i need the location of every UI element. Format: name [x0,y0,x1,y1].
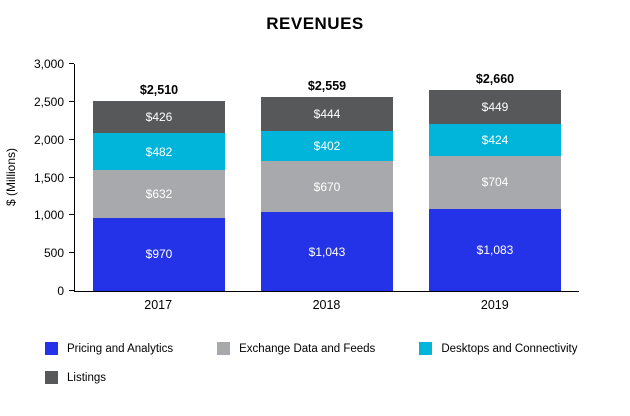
segment-value-label: $704 [481,175,509,190]
y-tick-mark [69,63,74,64]
bar-segment: $1,083 [429,209,561,291]
segment-value-label: $1,083 [476,243,514,258]
y-tick-label: 500 [43,246,64,261]
legend-item: Pricing and Analytics [45,342,173,355]
legend-swatch [45,371,58,384]
bar-segment: $632 [93,169,225,218]
bar-segment: $426 [93,101,225,134]
y-axis-label-wrap: $ (Millions) [0,64,22,291]
segment-value-label: $449 [481,99,509,114]
legend-label: Pricing and Analytics [67,342,174,355]
legend-label: Listings [67,371,106,384]
y-tick-label: 1,500 [33,170,64,185]
segment-value-label: $402 [313,139,341,154]
bar-segment: $970 [93,217,225,291]
bar-segment: $670 [261,161,393,213]
legend-swatch [45,342,58,355]
bar-group-2018: $1,043 $670 $402 $444 $2,559 [261,79,393,291]
x-tick-label: 2019 [480,298,509,312]
segment-value-label: $670 [313,179,341,194]
segment-value-label: $970 [145,247,173,262]
legend-swatch [217,342,231,355]
bar-segment: $449 [429,89,561,124]
legend-item: Desktops and Connectivity [419,342,577,355]
x-tick-label: 2017 [144,298,173,312]
y-tick-mark [69,176,74,178]
x-axis-ticks: 2017 2018 2019 [74,298,579,312]
bar-segment: $482 [93,133,225,170]
total-value-label: $2,559 [307,79,347,94]
chart-area: $ (Millions) 0 500 1,000 1,500 2,000 2,500 3,0… [0,57,630,312]
x-tick-label: 2018 [312,298,341,312]
plot-area: $970 $632 $482 $426 $2,510 $1,043 $670 $402 $444… [74,64,579,292]
segment-value-label: $424 [481,132,509,147]
bar-segment: $424 [429,123,561,156]
y-tick-label: 2,500 [33,94,64,109]
total-value-label: $2,510 [139,83,179,98]
y-tick-label: 1,000 [33,208,64,223]
bar-segment: $444 [261,97,393,132]
bar-segment: $1,043 [261,212,393,291]
segment-value-label: $444 [313,107,341,122]
legend-item: Listings [45,371,106,384]
y-tick-mark [69,138,74,140]
y-tick-mark [69,252,74,254]
bar-group-2017: $970 $632 $482 $426 $2,510 [93,83,225,291]
y-tick-mark [69,100,74,102]
total-value-label: $2,660 [475,71,515,86]
bar-segment: $704 [429,155,561,210]
segment-value-label: $482 [145,144,173,159]
segment-value-label: $632 [145,186,173,201]
legend: Pricing and Analytics Exchange Data and F… [45,342,610,384]
legend-label: Exchange Data and Feeds [239,342,376,355]
plot-column: $970 $632 $482 $426 $2,510 $1,043 $670 $402 $444… [74,64,579,312]
y-axis-ticks: 0 500 1,000 1,500 2,000 2,500 3,000 [22,57,74,298]
y-tick-label: 0 [57,284,64,298]
segment-value-label: $426 [145,110,173,125]
bar-group-2019: $1,083 $704 $424 $449 $2,660 [429,72,561,291]
y-axis-label: $ (Millions) [4,148,18,207]
chart-title: REVENUES [266,14,364,33]
legend-item: Exchange Data and Feeds [217,342,375,355]
y-tick-label: 2,000 [33,132,64,147]
bar-segment: $402 [261,131,393,162]
y-tick-label: 3,000 [33,57,64,71]
segment-value-label: $1,043 [308,244,346,259]
legend-swatch [419,342,433,355]
y-tick-mark [69,290,74,291]
y-tick-mark [69,214,74,216]
legend-label: Desktops and Connectivity [441,342,578,355]
